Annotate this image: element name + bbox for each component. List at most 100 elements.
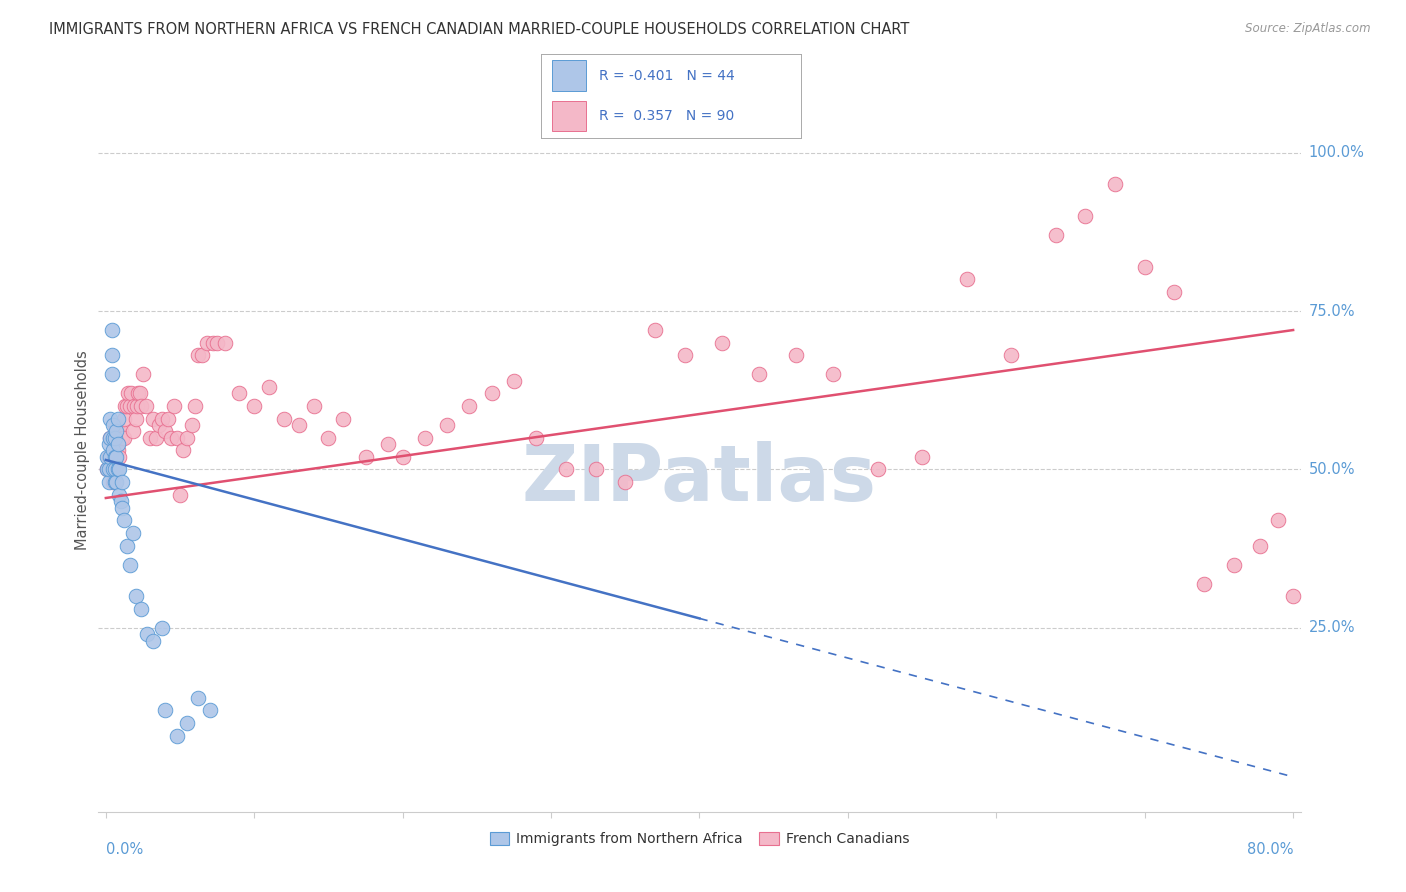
Point [155,703,177,717]
Point [97,437,120,451]
Text: R = -0.401   N = 44: R = -0.401 N = 44 [599,69,734,83]
Point [104,450,127,464]
Point [911,450,934,464]
Point [166,729,188,743]
Point [187,348,209,362]
Point [107,425,129,439]
Point [124,589,146,603]
Point [97,475,120,490]
Point [866,462,889,476]
Point [748,368,770,382]
Point [111,475,134,490]
Point [1267,513,1289,527]
Point [96,462,118,476]
Point [644,323,666,337]
Point [98,431,121,445]
Point [503,374,526,388]
Point [115,399,138,413]
Point [1000,348,1022,362]
Point [257,380,280,394]
Point [332,411,354,425]
Point [104,431,127,445]
Point [110,494,132,508]
Point [458,399,481,413]
Point [103,475,125,490]
Point [115,539,138,553]
Point [1282,589,1305,603]
Point [155,425,177,439]
Point [145,431,167,445]
Point [107,462,129,476]
Point [273,411,295,425]
Point [136,627,159,641]
Point [108,450,131,464]
Point [139,431,162,445]
Point [1249,539,1271,553]
Point [176,716,198,731]
Point [524,431,547,445]
Bar [551,61,585,91]
Point [157,411,180,425]
Point [112,513,135,527]
Point [243,399,266,413]
Point [955,272,977,286]
Point [105,475,128,490]
Point [105,462,128,476]
Point [107,437,129,451]
Point [481,386,503,401]
Point [201,335,224,350]
Point [195,335,218,350]
Point [142,411,165,425]
Point [101,348,124,362]
Point [1222,558,1246,572]
Point [121,425,143,439]
Point [1192,576,1215,591]
Point [101,450,124,464]
Point [104,462,127,476]
Point [98,450,121,464]
Text: 50.0%: 50.0% [1309,462,1355,477]
Text: Source: ZipAtlas.com: Source: ZipAtlas.com [1246,22,1371,36]
Point [131,602,153,616]
Point [354,450,377,464]
Point [176,431,198,445]
Text: ZIPatlas: ZIPatlas [522,442,877,517]
Point [287,418,309,433]
Point [1104,178,1126,192]
Point [104,475,127,490]
Point [110,425,132,439]
Point [585,462,607,476]
Point [1074,209,1097,223]
Point [114,399,136,413]
Point [166,431,188,445]
Point [104,418,127,433]
Text: R =  0.357   N = 90: R = 0.357 N = 90 [599,109,734,123]
Point [104,437,127,451]
Point [1163,285,1185,299]
Point [128,386,150,401]
Point [111,500,134,515]
Point [96,450,118,464]
Point [148,418,170,433]
Point [124,411,146,425]
Point [101,323,124,337]
Text: 0.0%: 0.0% [105,842,143,857]
Point [614,475,637,490]
Point [121,525,143,540]
Point [172,443,194,458]
Point [169,488,191,502]
Point [554,462,576,476]
Text: IMMIGRANTS FROM NORTHERN AFRICA VS FRENCH CANADIAN MARRIED-COUPLE HOUSEHOLDS COR: IMMIGRANTS FROM NORTHERN AFRICA VS FRENC… [49,22,910,37]
Point [1045,227,1067,242]
Point [122,399,145,413]
Point [391,450,413,464]
Point [187,690,209,705]
Point [97,450,120,464]
Legend: Immigrants from Northern Africa, French Canadians: Immigrants from Northern Africa, French … [484,827,915,852]
Point [184,399,207,413]
Point [198,703,221,717]
Point [96,462,118,476]
Point [117,386,139,401]
Point [112,411,135,425]
Point [180,418,202,433]
